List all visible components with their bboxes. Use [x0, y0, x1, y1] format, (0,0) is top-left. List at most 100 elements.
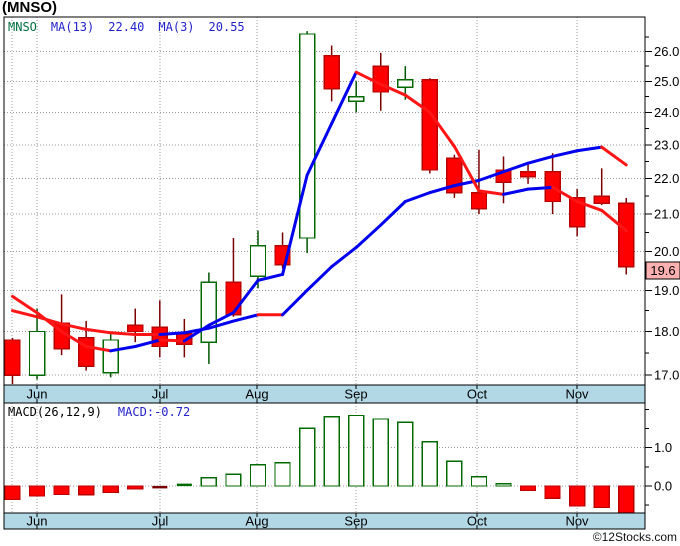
ma13-line	[11, 145, 628, 336]
candle-up	[348, 95, 365, 103]
macd-bar-positive	[495, 483, 512, 487]
macd-bar-negative	[618, 485, 635, 514]
macd-bar-positive	[372, 418, 389, 487]
ma13-line-segment	[477, 170, 505, 182]
ma3-line	[11, 70, 628, 353]
candle-down	[151, 326, 169, 348]
month-axis-2: Jun Jul Aug Sep Oct Nov	[3, 512, 646, 530]
ma13-line-segment	[526, 154, 555, 165]
legend-ma13-value: 22.40	[108, 20, 145, 34]
ma13-line-segment	[84, 327, 113, 335]
ma3-line-segment	[551, 185, 579, 203]
legend-ma3-label: MA(3)	[158, 20, 195, 34]
gridlines	[4, 17, 645, 513]
ma3-line-segment	[330, 70, 358, 126]
ma13-line-segment	[403, 191, 432, 203]
macd-bar-positive	[348, 414, 365, 487]
macd-bar-negative	[4, 485, 21, 501]
candle-down	[225, 281, 242, 316]
macd-bar-negative	[569, 485, 586, 507]
ma13-line-segment	[60, 322, 88, 331]
month-axis-1: Jun Jul Aug Sep Oct Nov	[3, 384, 646, 404]
macd-bar-negative	[53, 485, 70, 496]
ma13-line-segment	[11, 309, 39, 319]
macd-bar-negative	[78, 485, 95, 496]
macd-tick-label: 1.0	[654, 440, 672, 455]
macd-legend: MACD(26,12,9) MACD:-0.72	[8, 405, 190, 419]
macd-tick-label: 0.0	[654, 479, 672, 494]
ma13-line-segment	[551, 149, 579, 158]
month-label: Jul	[152, 514, 169, 529]
ma3-line-segment	[231, 278, 260, 315]
macd-bar-positive	[421, 440, 439, 487]
macd-bar-negative	[102, 485, 119, 494]
macd-label: MACD(26,12,9)	[8, 405, 102, 419]
month-label: Oct	[467, 514, 488, 529]
candle-up	[28, 330, 46, 376]
month-label: Nov	[565, 387, 589, 402]
price-tick-label: 18.0	[654, 324, 679, 339]
ma13-line-segment	[600, 145, 628, 167]
price-tick-label: 17.0	[654, 368, 679, 383]
ma3-line-segment	[11, 294, 39, 315]
ma13-line-segment	[428, 184, 456, 195]
macd-bar-positive	[470, 476, 488, 487]
macd-bar-negative	[544, 485, 561, 499]
ma13-line-segment	[354, 223, 383, 249]
price-chart-legend: MNSO MA(13) 22.40 MA(3) 20.55	[8, 20, 245, 34]
price-tick-label: 25.0	[654, 74, 679, 89]
candle-down	[323, 55, 340, 90]
price-tick-label: 20.0	[654, 244, 679, 259]
ma13-line-segment	[231, 313, 260, 323]
ma3-line-segment	[502, 187, 530, 196]
ma3-line-segment	[133, 338, 162, 348]
macd-bar-positive	[323, 415, 340, 487]
ma3-line-segment	[158, 338, 186, 343]
macd-bar-positive	[274, 461, 291, 487]
ma3-line-segment	[305, 122, 334, 177]
candle-up	[200, 281, 218, 343]
ma3-line-segment	[84, 344, 113, 353]
month-bar	[3, 384, 646, 404]
ma13-line-segment	[379, 199, 407, 227]
candle-up	[102, 339, 119, 374]
month-label: Aug	[245, 387, 268, 402]
month-label: Oct	[467, 387, 488, 402]
ma3-line-segment	[526, 185, 555, 191]
ma13-line-segment	[575, 145, 604, 153]
ma3-line-segment	[109, 344, 137, 353]
month-label: Aug	[245, 514, 268, 529]
ma13-line-segment	[330, 245, 358, 269]
macd-bar-positive	[446, 460, 463, 487]
current-price-tag: 19.6	[645, 261, 680, 280]
candle-down	[421, 79, 439, 171]
ma3-line-segment	[281, 173, 309, 276]
candle-up	[249, 244, 267, 278]
ma3-line-segment	[428, 110, 456, 148]
candle-up	[298, 33, 316, 239]
price-tick-label: 26.0	[654, 44, 679, 59]
price-tag-label: 19.6	[650, 263, 675, 278]
legend-ma3-value: 20.55	[208, 20, 245, 34]
candle-down	[4, 339, 21, 376]
macd-bar-positive	[298, 427, 316, 487]
month-label: Jul	[152, 387, 169, 402]
legend-ma13-label: MA(13)	[50, 20, 95, 34]
macd-value: MACD:-0.72	[117, 405, 191, 419]
ma3-line-segment	[600, 208, 628, 233]
candle-down	[568, 197, 586, 228]
price-axis: 26.0 25.0 24.0 23.0 22.0 21.0 20.0 19.0 18.0 17.0	[645, 36, 679, 383]
candle-down	[593, 195, 610, 204]
macd-bar-positive	[225, 473, 242, 487]
month-label: Sep	[344, 387, 367, 402]
candle-down	[519, 171, 537, 178]
price-tick-label: 21.0	[654, 207, 679, 222]
price-tick-label: 24.0	[654, 105, 679, 120]
macd-bar-positive	[249, 464, 267, 487]
month-label: Jun	[27, 387, 48, 402]
ma13-line-segment	[207, 319, 235, 330]
macd-bar-negative	[593, 485, 610, 509]
candle-up	[397, 79, 414, 89]
price-tag-box	[645, 261, 680, 280]
ma3-line-segment	[477, 189, 505, 196]
